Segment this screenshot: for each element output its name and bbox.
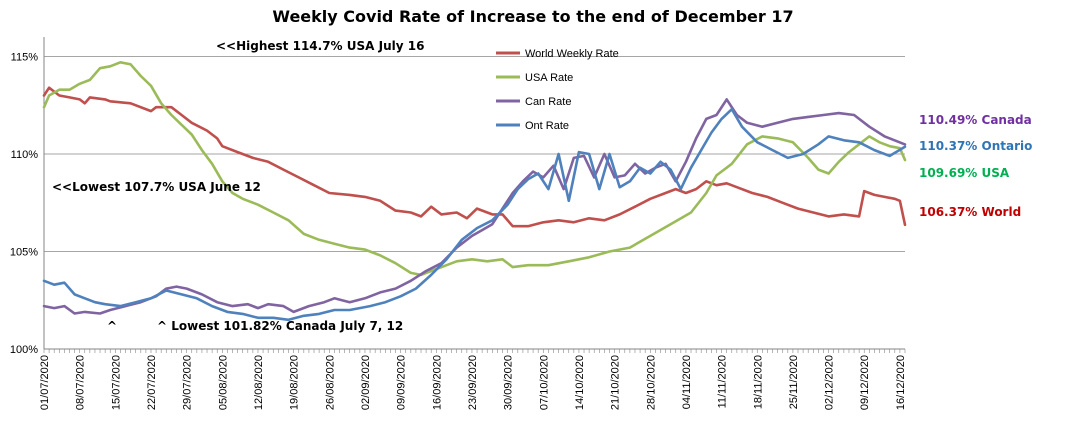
chart-title: Weekly Covid Rate of Increase to the end… xyxy=(272,7,793,26)
series-line-1 xyxy=(42,86,907,228)
legend: World Weekly Rate USA Rate Can Rate Ont Rat… xyxy=(496,48,619,132)
x-tick-label: 12/08/2020 xyxy=(253,355,265,410)
x-tick-label: 05/08/2020 xyxy=(217,355,229,410)
x-tick-label: 07/10/2020 xyxy=(538,355,550,410)
y-tick-label: 105% xyxy=(10,247,38,259)
legend-entry: USA Rate xyxy=(525,72,573,84)
x-tick-label: 25/11/2020 xyxy=(788,355,800,409)
end-label: 109.69% USA xyxy=(919,166,1010,180)
x-tick-label: 04/11/2020 xyxy=(681,355,693,409)
x-tick-label: 08/07/2020 xyxy=(75,355,87,410)
x-tick-label: 02/09/2020 xyxy=(360,355,372,410)
annotation: ^ xyxy=(107,319,117,333)
annotations: <<Highest 114.7% USA July 16 <<Lowest 107… xyxy=(52,39,424,333)
x-tick-label: 30/09/2020 xyxy=(503,355,515,410)
x-tick-label: 22/07/2020 xyxy=(146,355,158,410)
x-tick-label: 14/10/2020 xyxy=(574,355,586,410)
x-tick-label: 15/07/2020 xyxy=(110,355,122,410)
x-tick-label: 29/07/2020 xyxy=(182,355,194,410)
x-tick-label: 11/11/2020 xyxy=(717,355,729,408)
end-label: 106.37% World xyxy=(919,205,1021,219)
legend-entry: Can Rate xyxy=(525,96,571,108)
annotation: <<Lowest 107.7% USA June 12 xyxy=(52,180,261,194)
x-tick-label: 01/07/2020 xyxy=(39,355,51,410)
y-axis: 100% 105% 110% 115% xyxy=(10,37,45,356)
x-tick-label: 02/12/2020 xyxy=(824,355,836,410)
x-axis: 01/07/2020 08/07/2020 15/07/2020 22/07/2020… xyxy=(39,348,907,410)
series-lines xyxy=(42,61,907,322)
x-tick-label: 09/12/2020 xyxy=(859,355,871,410)
x-tick-label: 23/09/2020 xyxy=(467,355,479,410)
x-tick-label: 16/12/2020 xyxy=(895,355,907,410)
x-tick-label: 09/09/2020 xyxy=(396,355,408,410)
annotation: ^ Lowest 101.82% Canada July 7, 12 xyxy=(157,319,403,333)
y-tick-label: 115% xyxy=(11,52,39,64)
x-tick-label: 26/08/2020 xyxy=(324,355,336,410)
x-tick-label: 21/10/2020 xyxy=(610,355,622,410)
x-tick-label: 16/09/2020 xyxy=(431,355,443,410)
x-tick-label: 18/11/2020 xyxy=(752,355,764,409)
gridlines xyxy=(44,56,905,350)
annotation: <<Highest 114.7% USA July 16 xyxy=(216,39,424,53)
end-label: 110.49% Canada xyxy=(919,113,1032,127)
series-line-4 xyxy=(42,107,907,322)
legend-entry: Ont Rate xyxy=(525,120,569,132)
end-label: 110.37% Ontario xyxy=(919,139,1032,153)
series-line-2 xyxy=(42,61,907,277)
y-tick-label: 100% xyxy=(10,344,38,356)
x-tick-label: 19/08/2020 xyxy=(289,355,301,410)
series-line-3 xyxy=(42,98,907,315)
y-tick-label: 110% xyxy=(11,149,39,161)
legend-entry: World Weekly Rate xyxy=(525,48,619,60)
x-tick-label: 28/10/2020 xyxy=(645,355,657,410)
end-labels: 110.49% Canada 110.37% Ontario 109.69% USA… xyxy=(919,113,1032,219)
